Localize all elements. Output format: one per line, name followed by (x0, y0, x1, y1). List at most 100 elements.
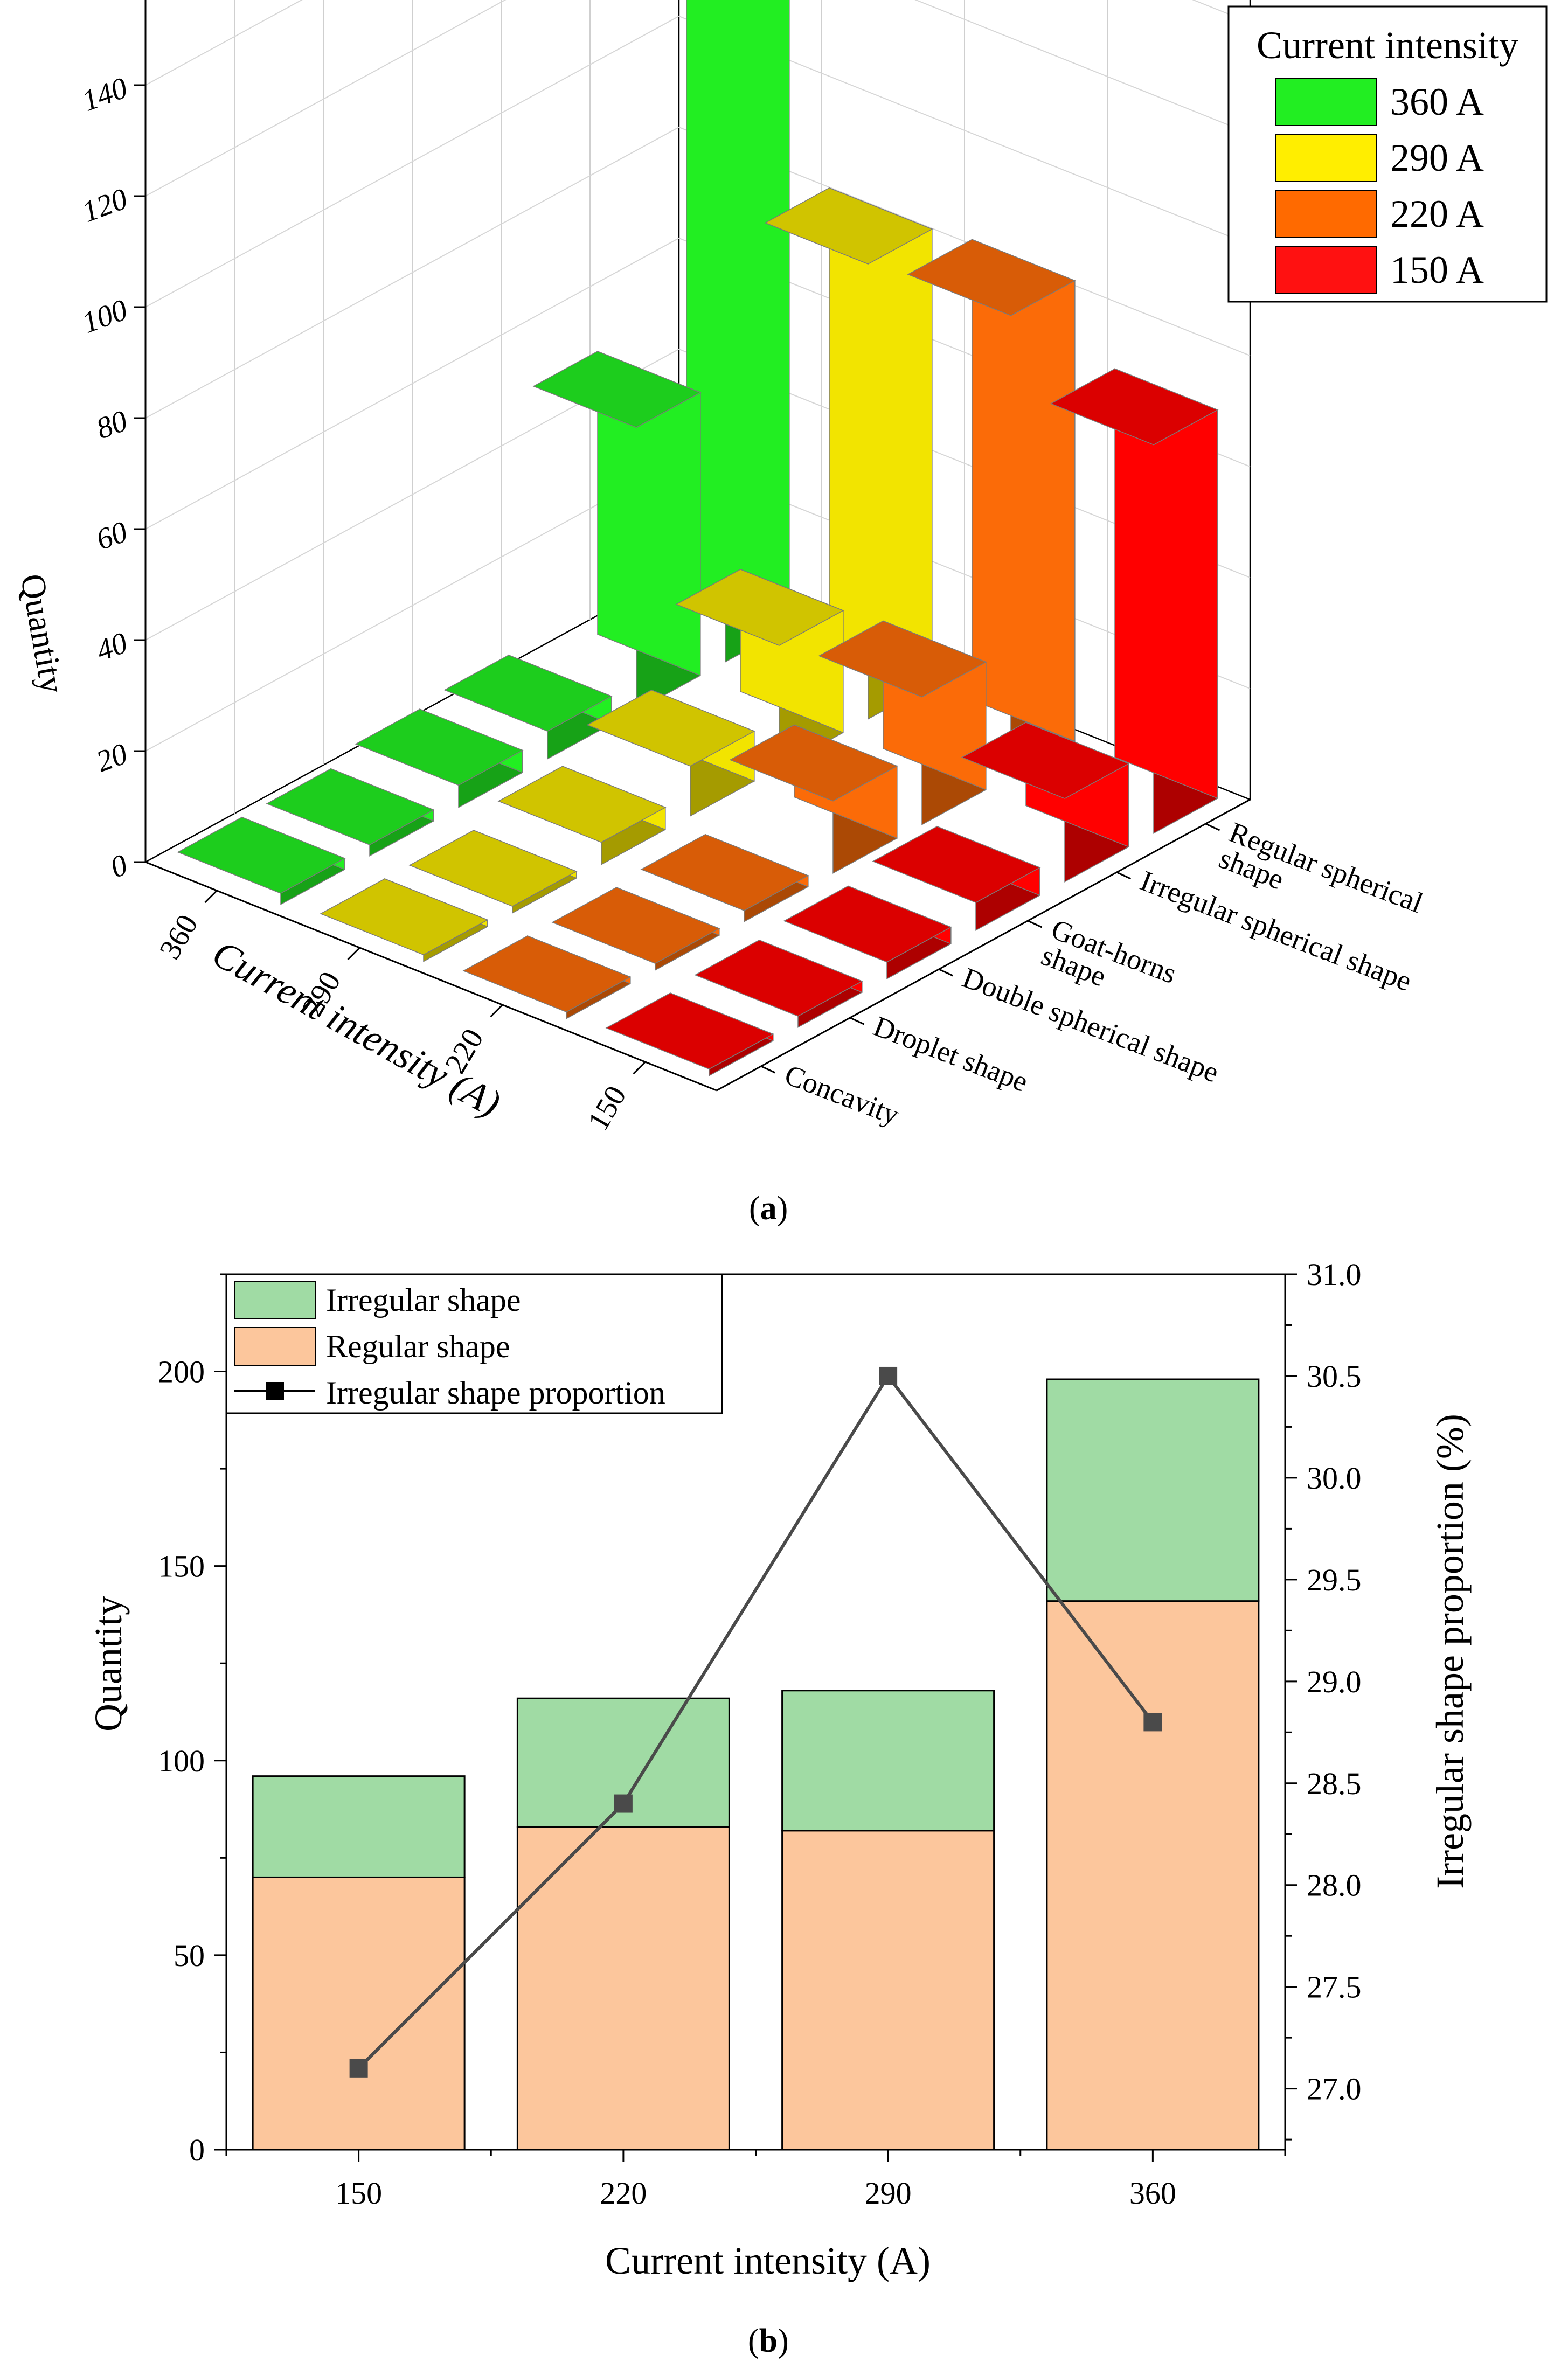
x-tick (633, 1061, 646, 1075)
proportion-line (349, 1366, 1162, 2078)
x-tick (347, 947, 360, 961)
legend-label: Regular shape (326, 1329, 510, 1364)
proportion-marker (614, 1794, 633, 1813)
legend-swatch (1275, 134, 1377, 182)
bar-290-double-spherical-shape (497, 766, 667, 865)
chart-axes: 0 50 100 150 200 27.0 27.5 28.0 28.5 29.0 29.5 30.0… (158, 1257, 1362, 2211)
y-tick-label: 150 (158, 1549, 205, 1584)
chart-axes (134, 0, 1251, 1092)
y-tick-label: 100 (158, 1743, 205, 1779)
bar-150-regular-spherical-shape (1050, 368, 1219, 834)
y2-tick-label: 29.0 (1307, 1664, 1362, 1699)
bar-irregular-shape-290 (781, 1690, 995, 1832)
y2-tick-label: 30.5 (1307, 1359, 1362, 1394)
bar-220-droplet-shape (551, 886, 720, 971)
gridline (145, 0, 1251, 197)
bar-150-irregular-spherical-shape (961, 721, 1130, 883)
bar-360-goat-horns-shape (443, 654, 613, 760)
z-tick-label: 80 (92, 404, 132, 446)
z-tick-label: 120 (78, 182, 131, 229)
z-tick-label: 20 (92, 737, 132, 779)
z-tick-label: 40 (92, 626, 132, 668)
legend-title: Current intensity (1257, 24, 1518, 67)
y-tick (1205, 823, 1220, 831)
z-tick-label: 160 (78, 0, 131, 7)
bar-360-irregular-spherical-shape (532, 350, 702, 711)
bar-220-double-spherical-shape (640, 833, 809, 922)
panel-label-b: (b) (748, 2323, 789, 2359)
bar-irregular-shape-150 (252, 1775, 466, 1878)
bar-220-regular-spherical-shape (907, 239, 1076, 777)
x-tick (490, 1004, 503, 1018)
bar-regular-shape-290 (781, 1830, 995, 2151)
x-tick-label: 220 (600, 2176, 647, 2211)
shape-tick-label: Concavity (780, 1058, 904, 1131)
x-axis-title: Current intensity (A) (605, 2239, 931, 2282)
legend-label: Irregular shape (326, 1282, 521, 1318)
bar-irregular-shape-360 (1046, 1378, 1260, 1602)
proportion-line-path (357, 1373, 1154, 2069)
y-tick (1027, 920, 1043, 928)
bar-220-goat-horns-shape (729, 724, 898, 874)
legend-swatch (1275, 246, 1377, 294)
legend-label: Irregular shape proportion (326, 1375, 665, 1411)
z-tick-label: 100 (78, 293, 131, 340)
legend-label: 150 A (1390, 248, 1484, 291)
proportion-marker (879, 1366, 898, 1385)
y-tick-label: 50 (174, 1938, 205, 1973)
y2-tick-label: 27.0 (1307, 2072, 1362, 2107)
x-axis (145, 861, 717, 1092)
bar-360-concavity (177, 816, 346, 905)
bar-regular-shape-150 (252, 1876, 466, 2151)
x-tick-label: 360 (1129, 2176, 1176, 2211)
legend-label: 290 A (1390, 136, 1484, 179)
z-tick-label: 0 (106, 848, 132, 885)
y-tick (1116, 871, 1132, 880)
y2-tick-label: 30.0 (1307, 1461, 1362, 1496)
y2-tick-label: 28.5 (1307, 1766, 1362, 1801)
legend-swatch (234, 1327, 316, 1366)
bar-360-droplet-shape (266, 768, 435, 857)
y2-tick-label: 28.0 (1307, 1868, 1362, 1903)
chart-stacked-bars: 0 50 100 150 200 27.0 27.5 28.0 28.5 29.0 29.5 30.0… (87, 1257, 1472, 2282)
bar-150-goat-horns-shape (872, 825, 1041, 931)
legend-label: 360 A (1390, 80, 1484, 123)
legend-swatch (234, 1281, 316, 1319)
bar-regular-shape-360 (1046, 1600, 1260, 2151)
y-tick-label: 200 (158, 1354, 205, 1390)
bar-regular-shape-220 (516, 1826, 730, 2151)
chart-bars (252, 1378, 1260, 2151)
x-tick-label: 150 (335, 2176, 382, 2211)
y-tick (938, 968, 954, 977)
bar-290-goat-horns-shape (586, 689, 755, 817)
y-axis (716, 798, 1251, 1092)
bar-220-irregular-spherical-shape (818, 620, 987, 825)
bar-150-concavity (605, 992, 774, 1076)
bar-360-double-spherical-shape (355, 708, 524, 808)
bar-290-concavity (320, 878, 489, 962)
bar-290-droplet-shape (408, 829, 578, 914)
legend-swatch (1275, 78, 1377, 126)
chart-bars (177, 0, 1219, 1076)
bar-290-regular-spherical-shape (764, 187, 933, 720)
bar-150-droplet-shape (694, 939, 863, 1028)
gridline (145, 15, 1251, 308)
y-tick (760, 1065, 776, 1074)
z-tick-label: 140 (78, 71, 131, 118)
y2-axis-title: Irregular shape proportion (%) (1428, 1414, 1472, 1889)
z-axis-title: Quantity (13, 571, 72, 697)
legend-swatch (1275, 190, 1377, 238)
y-tick (849, 1017, 865, 1025)
bar-220-concavity (462, 935, 632, 1019)
panel-label-a: (a) (749, 1190, 788, 1227)
current-tick-label: 150 (581, 1080, 633, 1136)
shape-tick-label: Droplet shape (869, 1010, 1032, 1098)
y-tick-label: 0 (189, 2132, 205, 2167)
z-tick-label: 60 (92, 515, 132, 557)
proportion-marker (1143, 1713, 1162, 1732)
legend: Current intensity 360 A 290 A 220 A 150 A (1227, 5, 1548, 303)
y2-tick-label: 29.5 (1307, 1562, 1362, 1597)
bar-150-double-spherical-shape (783, 885, 952, 979)
y-axis-title: Quantity (87, 1596, 130, 1732)
x-tick-label: 290 (865, 2176, 912, 2211)
